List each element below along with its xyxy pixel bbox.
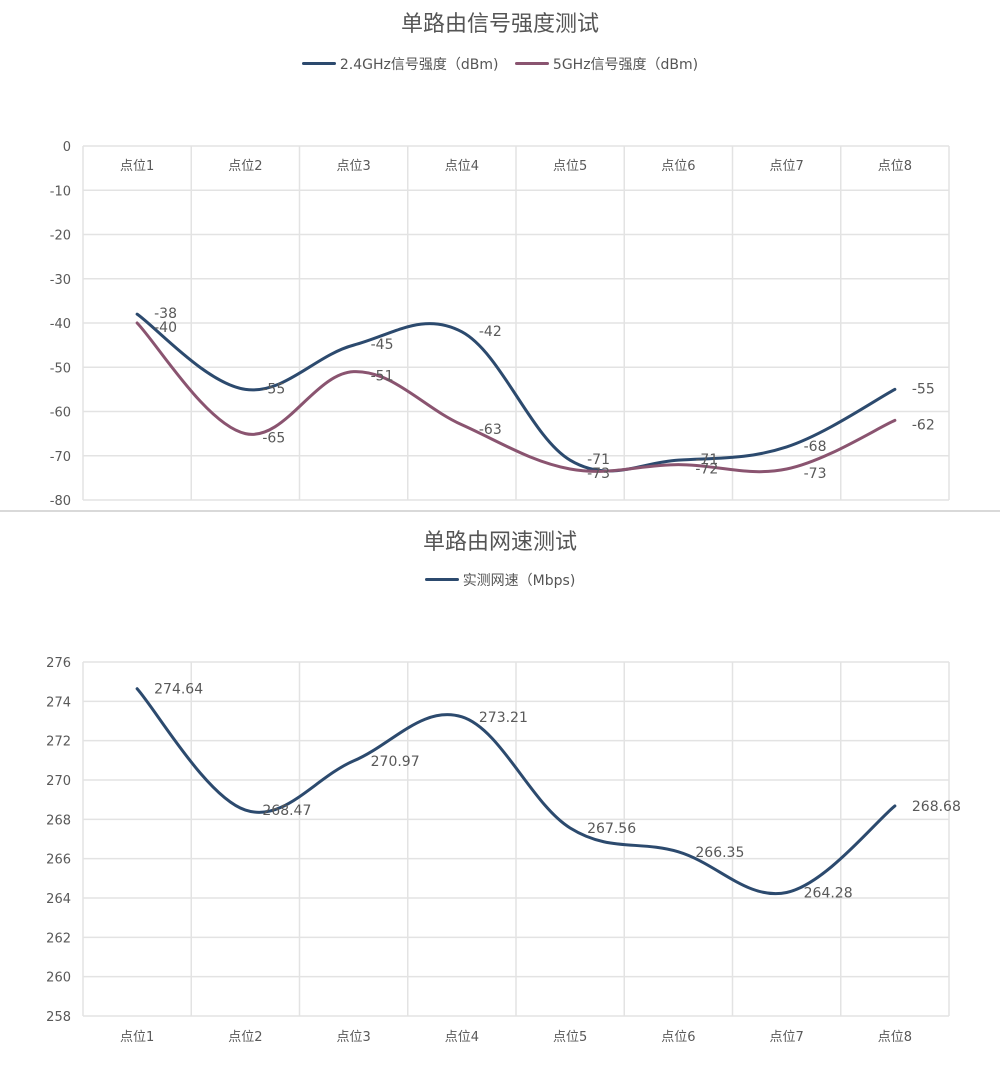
x-tick-label: 点位6 — [661, 1030, 695, 1045]
data-label: -71 — [587, 452, 610, 468]
data-label: -55 — [912, 381, 935, 397]
speed-chart: 单路由网速测试 实测网速（Mbps) 276 274 272 270 268 266 264… — [0, 514, 1000, 1069]
x-tick-label: 点位3 — [336, 159, 370, 174]
x-tick-label: 点位6 — [661, 159, 695, 174]
legend-swatch — [514, 62, 549, 65]
chart-separator — [0, 510, 1000, 512]
legend-label: 实测网速（Mbps) — [462, 572, 576, 589]
data-label: -65 — [262, 431, 285, 447]
data-label: -73 — [804, 466, 827, 482]
data-label: 273.21 — [479, 710, 528, 726]
x-tick-label: 点位2 — [228, 1030, 262, 1045]
y-tick-label: 258 — [46, 1010, 71, 1025]
data-label: 266.35 — [695, 845, 744, 861]
data-label: 268.68 — [912, 799, 961, 815]
chart-title: 单路由信号强度测试 — [400, 12, 599, 37]
series-line — [135, 312, 897, 473]
x-tick-label: 点位2 — [228, 159, 262, 174]
data-label: -71 — [695, 452, 718, 468]
legend-item-5ghz: 5GHz信号强度（dBm) — [514, 54, 699, 74]
legend-swatch — [424, 578, 459, 581]
data-label: -68 — [804, 439, 827, 455]
data-label: -72 — [695, 462, 718, 478]
y-tick-label: -60 — [50, 406, 71, 421]
legend-item-24ghz: 2.4GHz信号强度（dBm) — [301, 54, 499, 74]
x-tick-label: 点位1 — [120, 1030, 154, 1045]
y-tick-label: -50 — [50, 361, 71, 376]
data-label: 264.28 — [804, 885, 853, 901]
data-label: 267.56 — [587, 821, 636, 837]
x-tick-label: 点位7 — [769, 159, 803, 174]
data-label: -73 — [587, 466, 610, 482]
speed-plot-area: 276 274 272 270 268 266 264 262 260 258 点位1 点位2 点位3 点… — [46, 656, 961, 1045]
data-label: -51 — [371, 369, 394, 385]
data-label: 274.64 — [154, 682, 203, 698]
y-tick-label: 266 — [46, 853, 71, 868]
signal-strength-chart: 单路由信号强度测试 2.4GHz信号强度（dBm) 5GHz信号强度（dBm) … — [0, 0, 1000, 510]
data-label: -62 — [912, 417, 935, 433]
y-tick-label: -70 — [50, 450, 71, 465]
legend-item-speed: 实测网速（Mbps) — [424, 570, 576, 590]
data-label: -42 — [479, 324, 502, 340]
data-label: -63 — [479, 422, 502, 438]
x-tick-label: 点位4 — [445, 1030, 479, 1045]
x-tick-label: 点位3 — [336, 1030, 370, 1045]
legend-swatch — [301, 62, 336, 65]
y-tick-label: -30 — [50, 273, 71, 288]
legend-label: 2.4GHz信号强度（dBm) — [339, 56, 499, 73]
y-tick-label: -20 — [50, 229, 71, 244]
chart-title: 单路由网速测试 — [422, 530, 577, 555]
x-tick-label: 点位7 — [769, 1030, 803, 1045]
legend-label: 5GHz信号强度（dBm) — [552, 56, 699, 73]
y-tick-label: -40 — [50, 317, 71, 332]
y-tick-label: 262 — [46, 931, 71, 946]
x-tick-label: 点位8 — [878, 1030, 912, 1045]
data-label: -38 — [154, 306, 177, 322]
y-tick-label: -80 — [50, 494, 71, 509]
y-tick-label: 272 — [46, 735, 71, 750]
y-tick-label: 264 — [46, 892, 71, 907]
series-line — [135, 687, 897, 896]
chart-legend: 2.4GHz信号强度（dBm) 5GHz信号强度（dBm) — [0, 53, 1000, 74]
y-tick-label: 276 — [46, 656, 71, 671]
y-tick-label: -10 — [50, 184, 71, 199]
y-tick-label: 0 — [63, 140, 71, 155]
data-label: -40 — [154, 320, 177, 336]
y-tick-label: 260 — [46, 971, 71, 986]
signal-plot-area: 0 -10 -20 -30 -40 -50 -60 -70 -80 点位1 点位2 点位3 点位4 点位5… — [50, 140, 950, 509]
x-tick-label: 点位5 — [553, 159, 587, 174]
y-tick-label: 270 — [46, 774, 71, 789]
chart-legend: 实测网速（Mbps) — [0, 569, 1000, 590]
data-label: 268.47 — [262, 803, 311, 819]
y-tick-label: 274 — [46, 695, 71, 710]
x-tick-label: 点位4 — [445, 159, 479, 174]
data-label: -55 — [262, 381, 285, 397]
x-tick-label: 点位1 — [120, 159, 154, 174]
x-tick-label: 点位8 — [878, 159, 912, 174]
x-tick-label: 点位5 — [553, 1030, 587, 1045]
y-tick-label: 268 — [46, 813, 71, 828]
data-label: 270.97 — [371, 754, 420, 770]
series-line — [135, 321, 897, 474]
data-label: -45 — [371, 337, 394, 353]
